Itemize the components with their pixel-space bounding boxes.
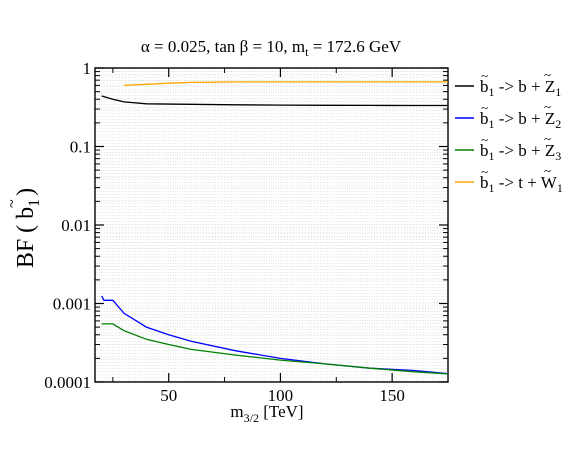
axis-ticks: 50 100 150 0.0001 0.001 0.01 0.1 1	[44, 59, 449, 405]
legend-tilde: ~	[481, 68, 488, 83]
chart-title: α = 0.025, tan β = 10, mt = 172.6 GeV	[141, 37, 402, 59]
grid	[94, 68, 449, 383]
legend-tilde: ~	[544, 163, 551, 178]
svg-text:BF ( b1): BF ( b1)	[13, 188, 43, 268]
series-lines	[101, 81, 449, 375]
legend-tilde: ~	[544, 131, 551, 146]
ylabel-symbol: b	[13, 207, 39, 219]
legend-label-2: b1 -> b + Z2	[480, 109, 561, 131]
legend-label-4: b1 -> t + W1	[480, 173, 563, 195]
legend-tilde: ~	[481, 132, 488, 147]
legend-tilde: ~	[544, 99, 551, 114]
x-axis-label: m3/2 [TeV]	[230, 402, 303, 425]
legend-label-1: b1 -> b + Z1	[480, 77, 561, 99]
y-tick-label: 0.0001	[44, 373, 91, 392]
y-tick-label: 0.001	[53, 295, 91, 314]
y-axis-label: BF ( b1) ~	[4, 188, 43, 268]
y-tick-label: 0.1	[70, 138, 91, 157]
y-tick-label: 0.01	[61, 216, 91, 235]
legend-tilde: ~	[544, 67, 551, 82]
series-line-4	[123, 81, 448, 87]
legend: b1 -> b + Z1~ ~b1 -> b + Z2~ ~b1 -> b + Z3…	[455, 67, 563, 195]
y-tick-label: 1	[83, 59, 92, 78]
legend-label-3: b1 -> b + Z3	[480, 141, 561, 163]
x-tick-label: 150	[379, 386, 405, 405]
legend-tilde: ~	[481, 100, 488, 115]
series-line-1	[101, 95, 448, 107]
series-line-3	[101, 323, 449, 375]
ylabel-tilde: ~	[4, 199, 21, 208]
x-tick-label: 100	[268, 386, 294, 405]
x-tick-label: 50	[160, 386, 177, 405]
series-line-2	[101, 295, 449, 375]
legend-tilde: ~	[481, 164, 488, 179]
